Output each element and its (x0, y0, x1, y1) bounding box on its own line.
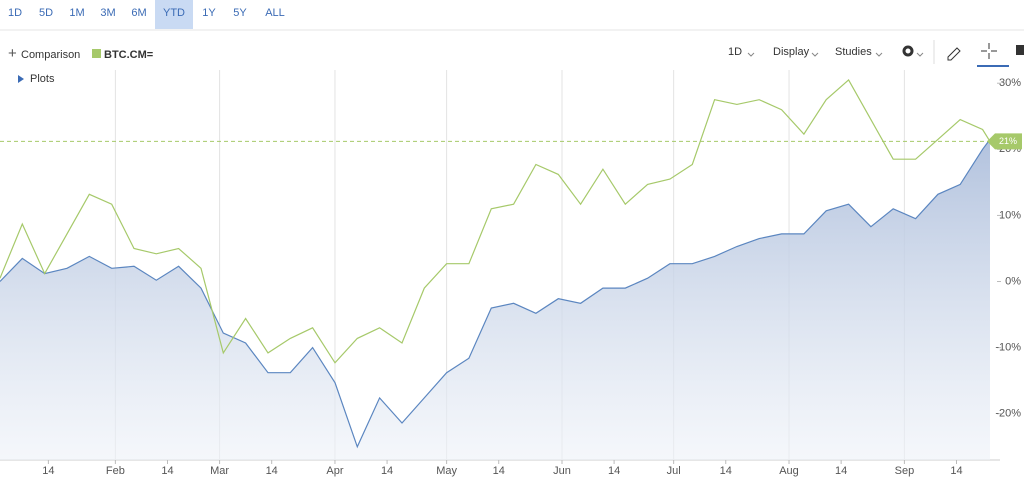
range-button[interactable]: 1Y (202, 7, 216, 19)
x-tick-label: Mar (210, 465, 229, 477)
range-bar: 1D 5D 1M 3M 6M YTD 1Y 5Y ALL (8, 0, 285, 29)
range-selected-bg (155, 0, 193, 29)
x-tick-label: Aug (779, 465, 799, 477)
plots-triangle[interactable] (18, 75, 24, 83)
range-button[interactable]: ALL (265, 7, 285, 19)
plots-toggle[interactable]: Plots (30, 73, 55, 85)
series-line (0, 78, 991, 364)
x-tick-label: 14 (266, 465, 278, 477)
legend-label: BTC.CM= (104, 49, 153, 61)
dropdown-carets (747, 52, 924, 57)
x-tick-label: 14 (720, 465, 732, 477)
range-button[interactable]: 1D (8, 7, 22, 19)
x-tick-label: Apr (326, 465, 343, 477)
x-tick-label: Feb (106, 465, 125, 477)
x-tick-label: 14 (950, 465, 962, 477)
x-tick-label: May (436, 465, 457, 477)
x-tick-label: 14 (608, 465, 620, 477)
x-tick-label: Jul (667, 465, 681, 477)
y-tick-label: -20% (995, 408, 1021, 420)
range-button[interactable]: 6M (131, 7, 146, 19)
series-area (0, 139, 990, 460)
draw-icon[interactable] (947, 47, 961, 61)
x-tick-label: Jun (553, 465, 571, 477)
range-button[interactable]: YTD (163, 7, 185, 19)
y-tick-label: 10% (999, 209, 1021, 221)
x-tick-label: 14 (381, 465, 393, 477)
toolbar: + Comparison 1D Display Studies Plots BT… (8, 40, 1024, 85)
last-value-label: 21% (999, 136, 1017, 146)
legend-swatch (92, 49, 101, 58)
comparison-button[interactable]: Comparison (21, 49, 80, 61)
interval-menu[interactable]: 1D (728, 46, 742, 58)
y-tick-label: 30% (999, 77, 1021, 89)
display-menu[interactable]: Display (773, 46, 810, 58)
series-line (0, 139, 991, 449)
range-button[interactable]: 5D (39, 7, 53, 19)
plus-icon[interactable]: + (8, 45, 17, 62)
x-tick-label: 14 (493, 465, 505, 477)
range-button[interactable]: 1M (69, 7, 84, 19)
x-tick-label: 14 (161, 465, 173, 477)
plot-area: 14 Feb 14 Mar 14 Apr 14 May 14 Jun 14 Jul 14 Aug 14 Sep… (0, 70, 1022, 477)
crosshair-icon[interactable] (981, 43, 997, 59)
settings-icon[interactable] (902, 45, 914, 57)
y-tick-label: 0% (1005, 275, 1021, 287)
y-tick-label: -10% (995, 342, 1021, 354)
studies-menu[interactable]: Studies (835, 46, 872, 58)
x-tick-label: 14 (42, 465, 54, 477)
x-tick-label: 14 (835, 465, 847, 477)
range-button[interactable]: 5Y (233, 7, 247, 19)
range-button[interactable]: 3M (100, 7, 115, 19)
x-tick-label: Sep (895, 465, 915, 477)
panel-icon[interactable] (1016, 45, 1024, 55)
last-value-badge (987, 133, 1022, 150)
